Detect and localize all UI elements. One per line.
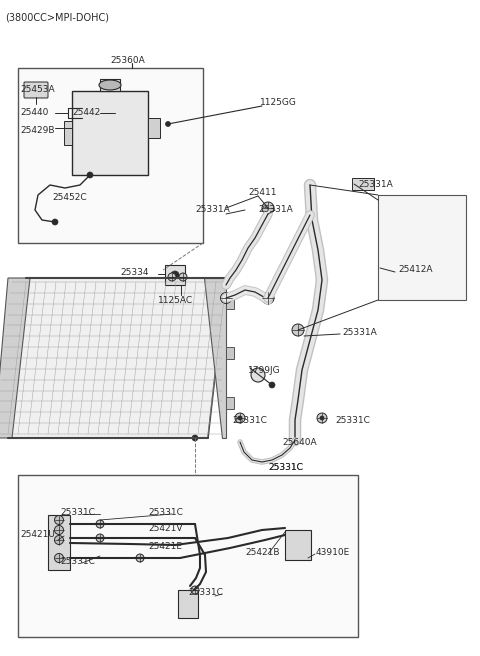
Circle shape (166, 121, 170, 127)
Text: 43910E: 43910E (316, 548, 350, 557)
Polygon shape (204, 278, 226, 438)
Circle shape (96, 520, 104, 528)
Bar (18, 68, 203, 243)
Text: 1799JG: 1799JG (248, 366, 281, 375)
Text: 25331C: 25331C (148, 508, 183, 517)
Circle shape (320, 416, 324, 420)
Circle shape (292, 324, 304, 336)
Bar (226, 347, 234, 359)
Text: 25452C: 25452C (52, 193, 86, 202)
Polygon shape (8, 278, 226, 438)
Circle shape (220, 293, 231, 304)
Text: 25331A: 25331A (258, 205, 293, 214)
Bar (100, 79, 120, 91)
Text: 1125GG: 1125GG (260, 98, 297, 107)
Circle shape (96, 534, 104, 542)
Text: 25331C: 25331C (60, 557, 95, 566)
Circle shape (251, 368, 265, 382)
Text: (3800CC>MPI-DOHC): (3800CC>MPI-DOHC) (5, 12, 109, 22)
Text: 25440: 25440 (20, 108, 48, 117)
Text: 25331A: 25331A (195, 205, 230, 214)
Bar (178, 590, 198, 618)
Bar (48, 515, 70, 570)
Circle shape (238, 416, 242, 420)
Circle shape (192, 435, 198, 441)
Polygon shape (0, 278, 30, 438)
Circle shape (179, 273, 187, 281)
Text: 25421B: 25421B (245, 548, 279, 557)
Circle shape (235, 413, 245, 423)
Circle shape (136, 554, 144, 562)
Circle shape (168, 273, 176, 281)
Ellipse shape (99, 80, 121, 90)
Circle shape (262, 292, 274, 304)
Circle shape (171, 271, 179, 279)
Text: 25331C: 25331C (268, 463, 303, 472)
Text: 25412A: 25412A (398, 265, 432, 274)
Bar (352, 178, 374, 190)
Text: 25360A: 25360A (110, 56, 145, 65)
Text: 25453A: 25453A (20, 85, 55, 94)
Circle shape (317, 413, 327, 423)
Text: 25331C: 25331C (268, 463, 303, 472)
Bar (64, 121, 72, 145)
Bar (72, 91, 148, 175)
Text: 25331C: 25331C (232, 416, 267, 425)
Text: 25331C: 25331C (188, 588, 223, 597)
Circle shape (52, 219, 58, 225)
Text: 25421E: 25421E (148, 542, 182, 551)
Text: 25442: 25442 (72, 108, 100, 117)
Bar (18, 475, 358, 637)
Circle shape (87, 172, 93, 178)
Bar (285, 530, 311, 560)
Bar (378, 195, 466, 300)
Bar (165, 265, 185, 285)
Text: 1125AC: 1125AC (158, 296, 193, 305)
Text: 25429B: 25429B (20, 126, 55, 135)
Text: 25421U: 25421U (20, 530, 55, 539)
Circle shape (55, 535, 63, 544)
Text: 25331C: 25331C (60, 508, 95, 517)
Circle shape (55, 525, 63, 535)
Text: 25334: 25334 (120, 268, 148, 277)
Circle shape (191, 586, 199, 594)
Circle shape (269, 382, 275, 388)
Text: 25331C: 25331C (335, 416, 370, 425)
Text: 25331A: 25331A (342, 328, 377, 337)
Bar (148, 118, 160, 138)
Bar (226, 397, 234, 409)
Text: 25421V: 25421V (148, 524, 182, 533)
Circle shape (55, 554, 63, 562)
FancyBboxPatch shape (24, 82, 48, 98)
Bar (226, 297, 234, 309)
Circle shape (262, 202, 274, 214)
Text: 25411: 25411 (248, 188, 276, 197)
Text: 25640A: 25640A (282, 438, 317, 447)
Circle shape (55, 516, 63, 525)
Text: 25331A: 25331A (358, 180, 393, 189)
